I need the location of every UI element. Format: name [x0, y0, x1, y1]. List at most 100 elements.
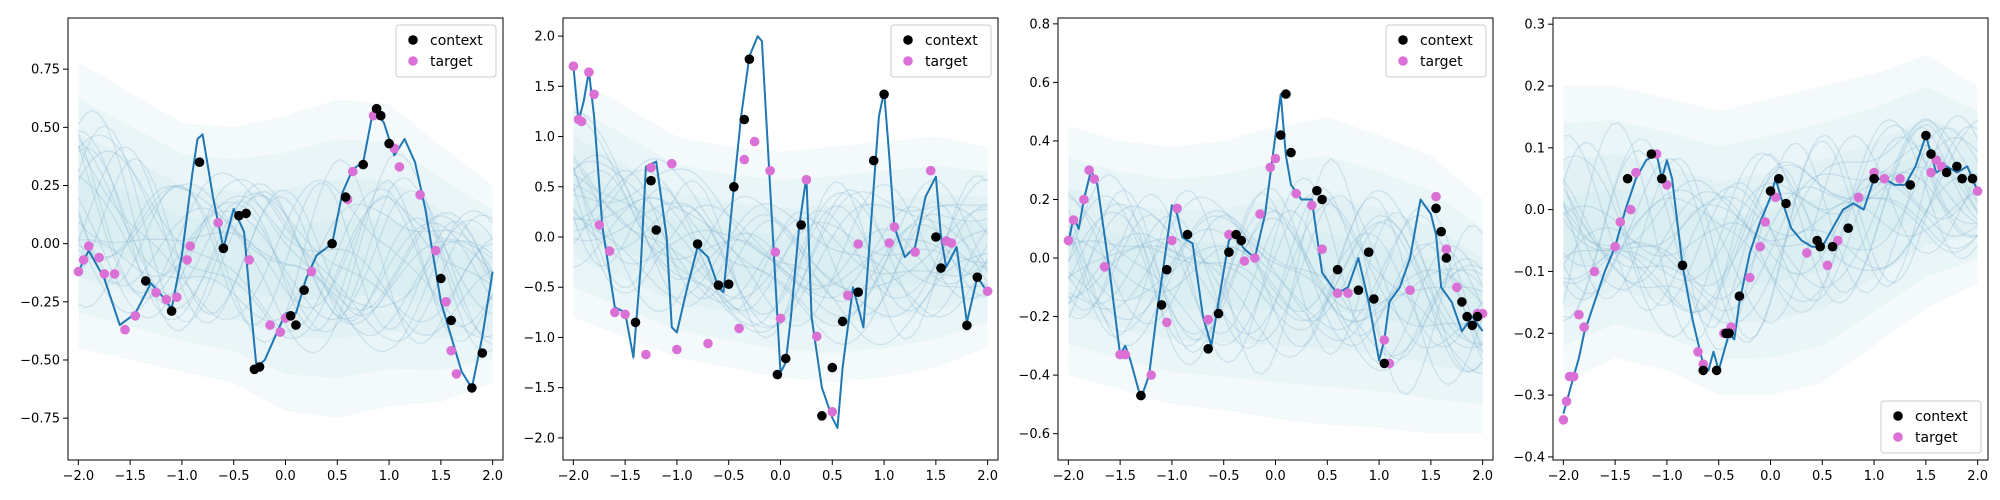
target-point [1265, 162, 1276, 173]
sample-curve [1562, 119, 1979, 325]
uncertainty-band [78, 133, 493, 339]
sample-curve [1562, 118, 1979, 313]
legend-label-context: context [430, 33, 483, 49]
sample-curve [572, 169, 988, 303]
context-point [1472, 311, 1483, 322]
context-point [467, 383, 477, 393]
context-point [254, 362, 265, 372]
target-point [594, 220, 605, 230]
context-point [1286, 147, 1296, 158]
context-point [739, 114, 750, 125]
target-point [589, 89, 599, 100]
target-point [982, 286, 993, 297]
x-tick-label: 0.5 [1812, 469, 1833, 484]
target-point [568, 61, 579, 71]
context-point [796, 220, 806, 230]
context-point [723, 279, 734, 290]
context-point [931, 232, 941, 242]
target-point [1755, 241, 1765, 252]
target-point [1146, 370, 1156, 380]
uncertainty-band [1563, 150, 1978, 289]
target-point [446, 345, 457, 356]
x-tick-label: 0.5 [327, 469, 348, 484]
sample-curve [573, 173, 989, 303]
context-point [1213, 308, 1224, 319]
legend-box [395, 24, 497, 78]
target-point [73, 266, 84, 277]
context-point [1224, 247, 1234, 257]
context-point [1711, 365, 1722, 376]
context-point [1462, 311, 1472, 322]
y-tick-label: −0.2 [1018, 310, 1050, 325]
target-point [109, 269, 120, 279]
context-point [772, 369, 783, 380]
target-point [1250, 253, 1260, 263]
context-point [1182, 229, 1193, 240]
target-point [130, 311, 141, 321]
target-point [667, 158, 677, 169]
sample-curve [1067, 187, 1484, 361]
x-tick-label: 0.0 [275, 469, 296, 484]
target-point [1063, 235, 1074, 246]
x-tick-label: 0.5 [1317, 469, 1338, 484]
legend-label-target: target [1915, 430, 1958, 446]
sample-curve [77, 134, 494, 340]
context-point [1622, 173, 1633, 184]
x-tick-label: −1.5 [609, 469, 641, 484]
sample-curve [1067, 214, 1484, 361]
target-point [1558, 415, 1569, 425]
context-point [1156, 300, 1167, 310]
panel-2: −2.0 −1.5 −1.0 −0.5 0.0 0.5 1.0 1.5 2.0 −2.0 −1.5 −… [523, 17, 999, 484]
y-tick-label: 0.0 [1029, 252, 1050, 267]
context-point [692, 239, 703, 249]
x-tick-label: 0.0 [1760, 469, 1781, 484]
context-point [1941, 167, 1952, 178]
sample-curve [1068, 196, 1483, 372]
target-point [394, 162, 405, 172]
sample-curve [1562, 191, 1978, 266]
target-point [265, 320, 275, 330]
target-point [1224, 229, 1234, 240]
legend-label-context: context [1915, 409, 1968, 425]
sample-curve [77, 109, 494, 331]
context-point [358, 159, 369, 170]
sample-curve [1563, 118, 1979, 312]
x-tick-label: 1.5 [1916, 469, 1937, 484]
target-point [734, 323, 744, 334]
legend-label-context: context [1420, 33, 1473, 49]
sample-curve [572, 166, 989, 340]
context-point [1734, 291, 1745, 302]
target-point [1332, 288, 1343, 299]
context-point [827, 362, 838, 373]
context-point [1952, 161, 1962, 172]
target-point [1291, 188, 1301, 199]
sample-curve [1562, 171, 1978, 287]
context-point [1967, 173, 1978, 184]
legend-marker-context [408, 35, 418, 45]
context-point [285, 311, 296, 321]
target-point [1760, 217, 1771, 227]
sample-curve [1563, 134, 1979, 325]
sample-curve [1068, 221, 1483, 349]
target-point [1099, 262, 1110, 272]
y-tick-label: −0.6 [1018, 427, 1050, 442]
target-point [1579, 322, 1589, 332]
context-point [291, 320, 301, 330]
legend-box [890, 24, 992, 78]
x-tick-label: −2.0 [1053, 469, 1085, 484]
context-point [1815, 241, 1825, 252]
legend: context target [890, 24, 992, 78]
target-point [275, 327, 286, 337]
context-point [384, 138, 394, 149]
sample-curve [1067, 202, 1484, 341]
target-point [348, 166, 358, 177]
legend-label-target: target [430, 54, 473, 70]
target-point [1162, 317, 1172, 328]
sample-curve [77, 145, 493, 338]
context-point [729, 182, 739, 192]
context-point [1905, 180, 1916, 190]
context-point [376, 110, 386, 121]
context-point [1162, 264, 1172, 275]
context-point [780, 353, 791, 364]
sample-curve [1562, 136, 1978, 307]
